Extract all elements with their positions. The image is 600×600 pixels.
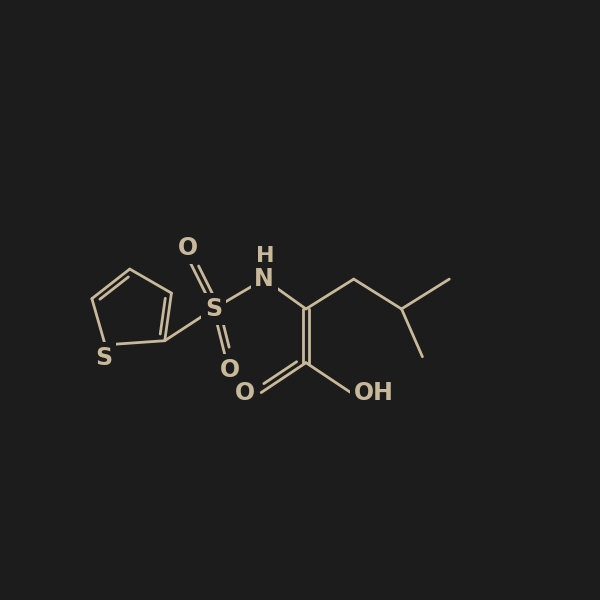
Text: O: O [178, 236, 198, 260]
Text: H: H [256, 247, 275, 266]
Text: OH: OH [353, 380, 394, 404]
Text: N: N [254, 267, 274, 291]
Text: S: S [205, 297, 222, 321]
Text: S: S [95, 346, 113, 370]
Text: O: O [235, 380, 254, 404]
Text: O: O [220, 358, 239, 382]
